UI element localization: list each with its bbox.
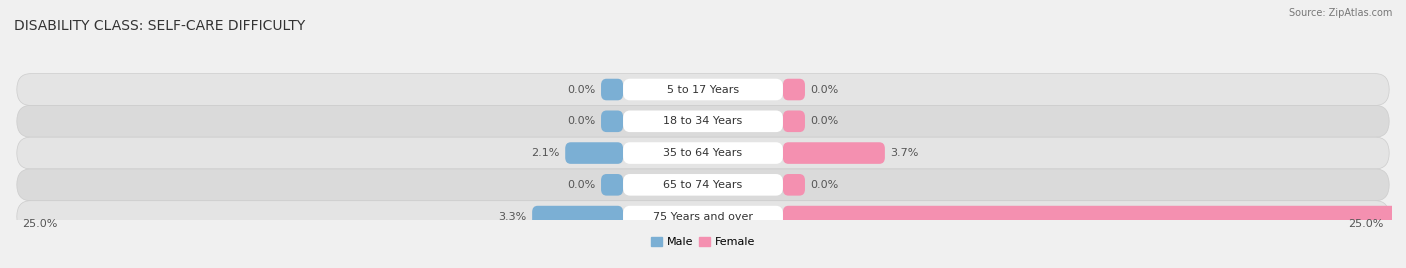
FancyBboxPatch shape [783,79,806,100]
FancyBboxPatch shape [17,137,1389,169]
FancyBboxPatch shape [600,79,623,100]
Text: 18 to 34 Years: 18 to 34 Years [664,116,742,126]
Text: 0.0%: 0.0% [810,84,839,95]
FancyBboxPatch shape [600,174,623,196]
FancyBboxPatch shape [783,174,806,196]
Text: 2.1%: 2.1% [531,148,560,158]
FancyBboxPatch shape [623,174,783,196]
Text: 0.0%: 0.0% [810,116,839,126]
FancyBboxPatch shape [531,206,623,227]
FancyBboxPatch shape [783,110,806,132]
Text: 0.0%: 0.0% [567,180,596,190]
FancyBboxPatch shape [623,110,783,132]
Text: 0.0%: 0.0% [567,84,596,95]
Legend: Male, Female: Male, Female [647,233,759,252]
FancyBboxPatch shape [17,105,1389,137]
Text: 25.0%: 25.0% [22,219,58,229]
FancyBboxPatch shape [623,79,783,100]
FancyBboxPatch shape [17,74,1389,105]
Text: DISABILITY CLASS: SELF-CARE DIFFICULTY: DISABILITY CLASS: SELF-CARE DIFFICULTY [14,19,305,33]
FancyBboxPatch shape [783,206,1406,227]
FancyBboxPatch shape [623,142,783,164]
Text: 0.0%: 0.0% [810,180,839,190]
FancyBboxPatch shape [17,169,1389,201]
FancyBboxPatch shape [600,110,623,132]
Text: Source: ZipAtlas.com: Source: ZipAtlas.com [1288,8,1392,18]
FancyBboxPatch shape [783,142,884,164]
Text: 65 to 74 Years: 65 to 74 Years [664,180,742,190]
Text: 0.0%: 0.0% [567,116,596,126]
Text: 3.3%: 3.3% [498,211,527,222]
Text: 3.7%: 3.7% [890,148,918,158]
FancyBboxPatch shape [565,142,623,164]
Text: 25.0%: 25.0% [1348,219,1384,229]
Text: 75 Years and over: 75 Years and over [652,211,754,222]
FancyBboxPatch shape [623,206,783,227]
FancyBboxPatch shape [17,201,1389,232]
Text: 5 to 17 Years: 5 to 17 Years [666,84,740,95]
Text: 35 to 64 Years: 35 to 64 Years [664,148,742,158]
